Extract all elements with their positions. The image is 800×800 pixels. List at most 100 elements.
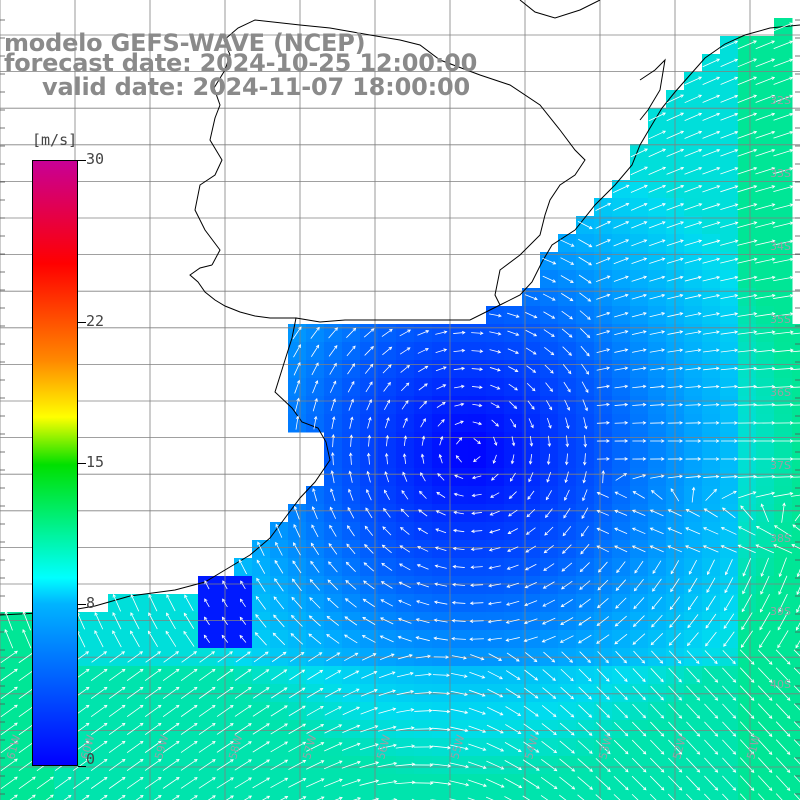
wind-arrow xyxy=(403,453,407,465)
wind-arrow xyxy=(630,185,648,193)
wind-arrow-head xyxy=(696,787,701,791)
wind-arrow-head xyxy=(789,185,794,189)
wind-arrow-head xyxy=(291,596,295,601)
wind-arrow xyxy=(652,578,662,592)
wind-arrow xyxy=(614,385,628,389)
wind-arrow xyxy=(180,705,198,717)
wind-arrow xyxy=(309,579,321,591)
wind-arrow xyxy=(363,562,375,572)
wind-arrow-head xyxy=(479,349,484,354)
wind-arrow xyxy=(472,421,482,425)
longitude-label: 60W xyxy=(78,733,97,761)
wind-arrow xyxy=(349,471,353,483)
wind-arrow-head xyxy=(614,491,619,495)
wind-arrow-head xyxy=(607,239,611,243)
wind-arrow xyxy=(720,367,738,371)
wind-arrow-head xyxy=(678,786,683,791)
wind-arrow-head xyxy=(570,243,575,247)
latitude-label: 34S xyxy=(770,240,791,253)
latitude-label: 38S xyxy=(770,532,791,545)
wind-arrow xyxy=(328,345,338,357)
wind-arrow-head xyxy=(716,257,721,262)
wind-arrow xyxy=(525,347,537,355)
wind-arrow-head xyxy=(387,381,391,386)
wind-arrow-head xyxy=(759,608,764,613)
wind-arrow-head xyxy=(541,621,546,625)
wind-arrow xyxy=(581,525,589,537)
wind-arrow-head xyxy=(661,221,666,225)
wind-arrow-head xyxy=(424,365,429,370)
wind-arrow xyxy=(234,669,252,681)
wind-arrow xyxy=(439,454,443,464)
wind-arrow xyxy=(507,546,519,552)
wind-arrow xyxy=(144,723,162,735)
wind-arrow xyxy=(216,759,234,771)
wind-arrow-head xyxy=(734,439,738,443)
wind-arrow-head xyxy=(254,632,259,636)
wind-arrow xyxy=(489,349,501,353)
wind-arrow-head xyxy=(222,580,226,584)
colorbar-tick-mark xyxy=(78,321,86,323)
wind-arrow-head xyxy=(755,525,760,530)
wind-arrow xyxy=(130,594,140,612)
wind-arrow-head xyxy=(565,443,570,448)
wind-arrow-head xyxy=(771,40,776,44)
wind-arrow-head xyxy=(582,461,587,466)
wind-arrow xyxy=(524,294,538,300)
wind-arrow xyxy=(487,688,503,698)
wind-arrow xyxy=(506,600,520,606)
wind-arrow xyxy=(524,669,538,681)
wind-arrow-head xyxy=(320,778,325,782)
wind-cell xyxy=(702,792,721,800)
wind-arrow xyxy=(775,703,791,719)
wind-arrow xyxy=(162,705,180,717)
wind-arrow xyxy=(578,668,592,682)
wind-arrow-head xyxy=(786,715,791,719)
wind-arrow xyxy=(507,564,519,570)
wind-arrow xyxy=(113,594,121,612)
wind-arrow xyxy=(493,454,497,464)
wind-arrow xyxy=(525,545,537,553)
wind-arrow xyxy=(793,667,800,675)
wind-arrow xyxy=(508,366,518,372)
wind-arrow xyxy=(577,794,585,800)
wind-arrow xyxy=(757,793,765,800)
wind-arrow xyxy=(434,583,448,587)
wind-arrow-head xyxy=(402,453,407,457)
wind-arrow-head xyxy=(366,452,371,457)
wind-arrow-head xyxy=(553,749,558,754)
wind-arrow xyxy=(126,741,144,753)
wind-arrow-head xyxy=(662,166,667,171)
wind-arrow-head xyxy=(686,642,691,647)
wind-arrow-head xyxy=(442,384,447,388)
wind-arrow-head xyxy=(750,733,755,737)
wind-arrow-head xyxy=(425,347,429,352)
wind-arrow xyxy=(252,687,270,699)
wind-arrow-head xyxy=(732,660,736,665)
wind-arrow-head xyxy=(461,330,466,335)
wind-cell xyxy=(378,792,397,800)
wind-arrow-head xyxy=(513,405,518,410)
wind-arrow xyxy=(127,651,143,663)
wind-arrow-head xyxy=(768,733,773,737)
wind-arrow-head xyxy=(157,758,162,763)
wind-arrow xyxy=(561,599,573,607)
wind-arrow-head xyxy=(561,568,566,572)
wind-arrow-head xyxy=(320,760,325,764)
wind-arrow-head xyxy=(239,598,244,603)
wind-arrow-head xyxy=(535,731,540,735)
wind-arrow-head xyxy=(631,509,636,513)
wind-arrow xyxy=(180,777,198,789)
wind-arrow xyxy=(738,544,756,554)
wind-arrow-head xyxy=(773,544,777,548)
wind-arrow xyxy=(614,510,628,516)
wind-arrow xyxy=(650,668,664,682)
wind-arrow xyxy=(76,630,86,648)
wind-arrow xyxy=(435,366,447,372)
wind-arrow-head xyxy=(714,751,719,755)
wind-arrow-head xyxy=(212,759,216,763)
wind-arrow xyxy=(667,349,683,353)
wind-arrow xyxy=(755,276,775,282)
wind-arrow xyxy=(234,777,252,789)
wind-arrow-head xyxy=(606,293,611,298)
